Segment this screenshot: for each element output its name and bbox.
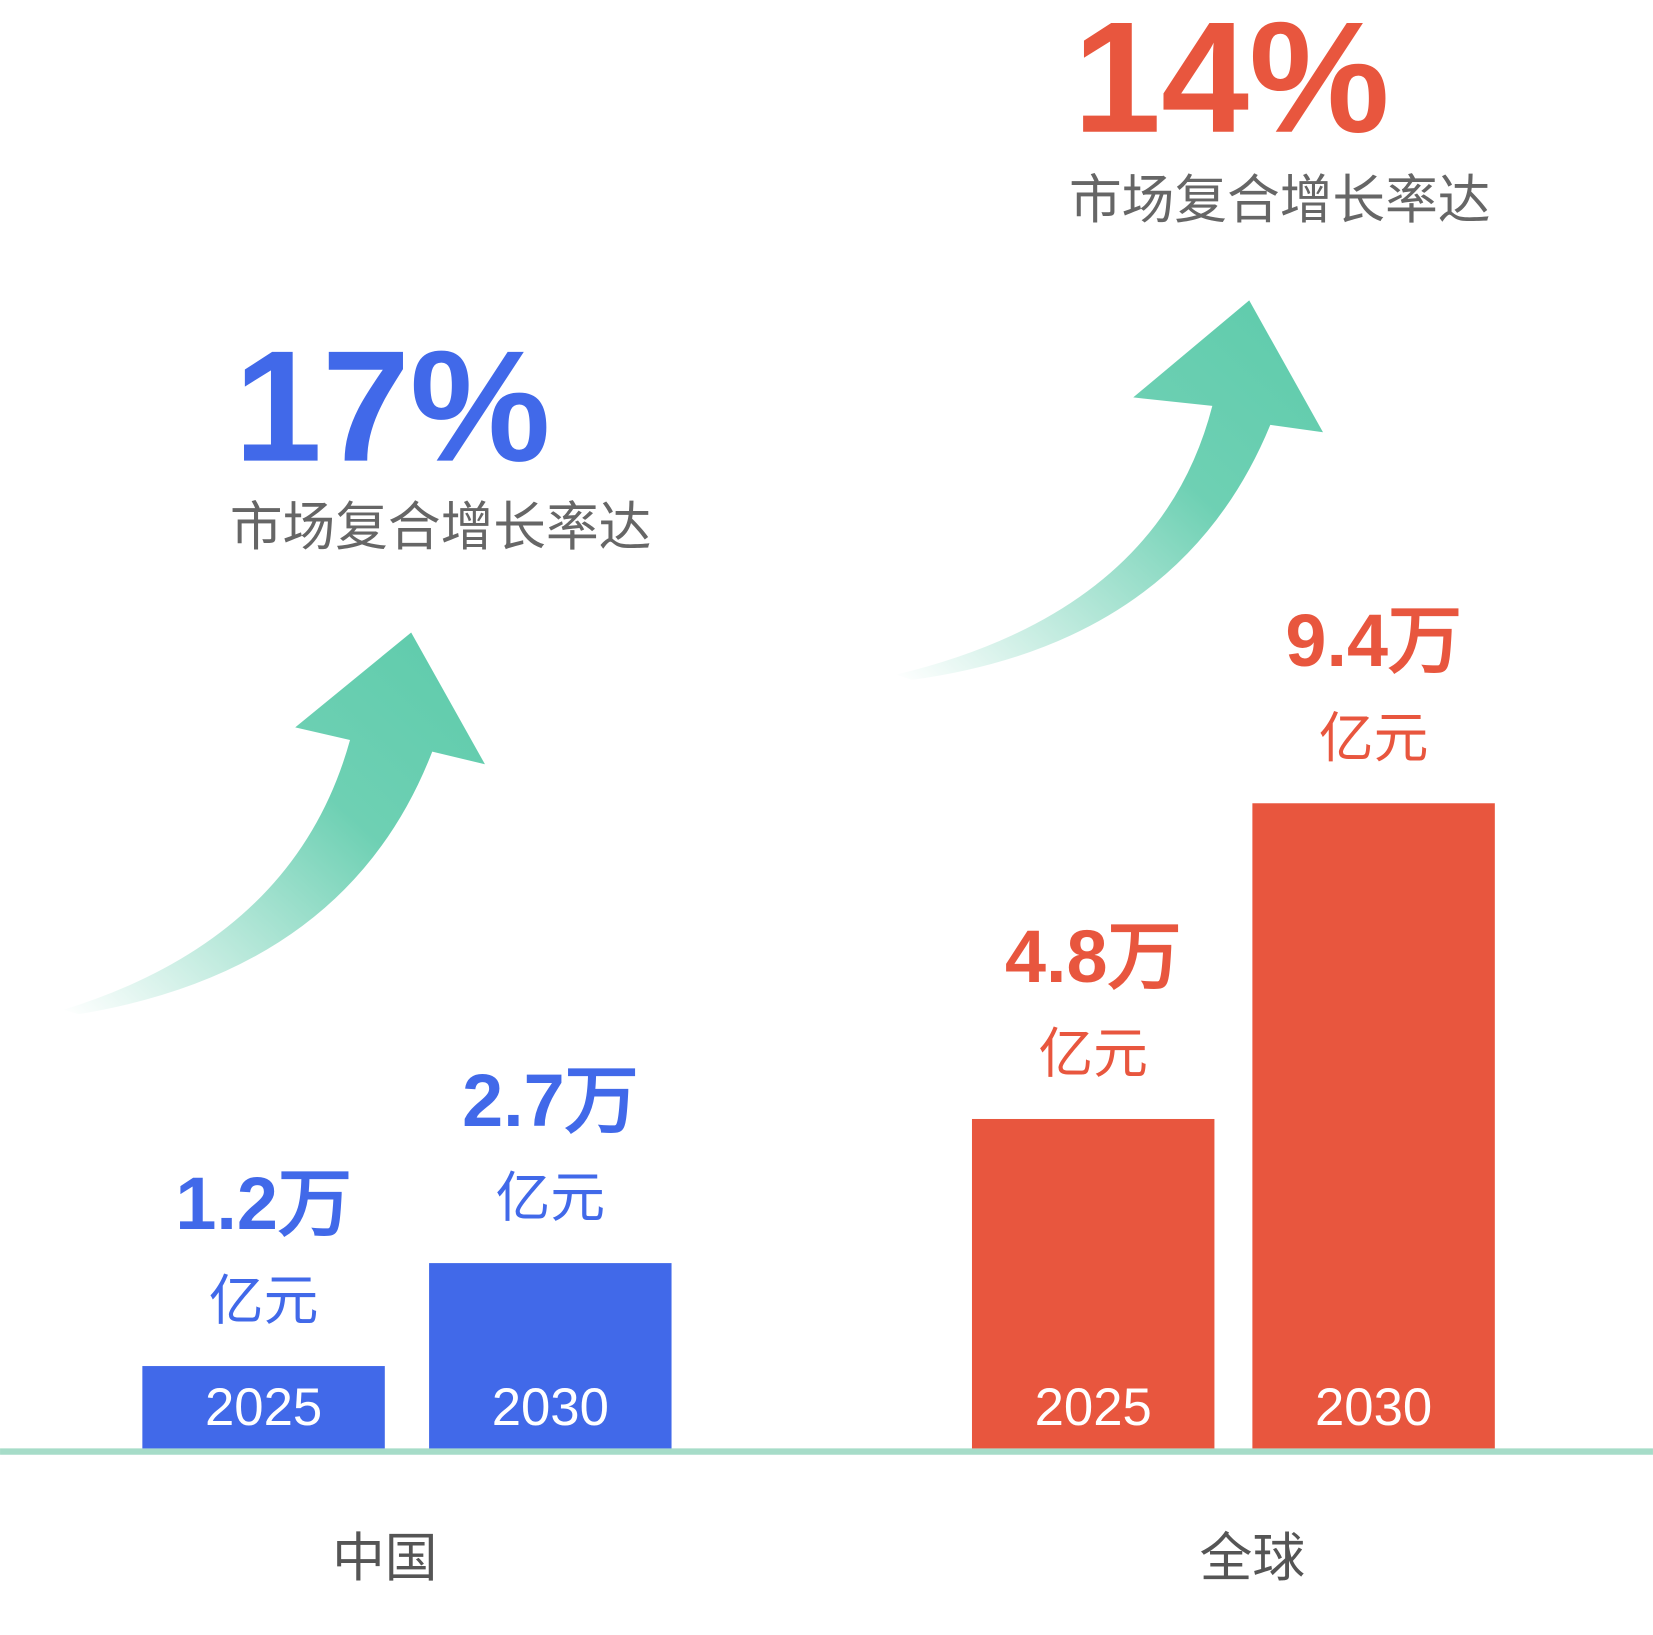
growth-arrow — [896, 300, 1324, 680]
growth-caption: 市场复合增长率达 — [1069, 171, 1491, 230]
value-label: 2.7万 — [462, 1059, 638, 1142]
value-label: 9.4万 — [1285, 599, 1461, 682]
group-label: 全球 — [1200, 1529, 1305, 1588]
x-tick-label: 2025 — [205, 1378, 322, 1437]
group-label: 中国 — [332, 1529, 437, 1588]
growth-caption: 市场复合增长率达 — [230, 498, 652, 557]
x-tick-label: 2030 — [492, 1378, 609, 1437]
bar — [1252, 803, 1495, 1449]
x-tick-label: 2030 — [1315, 1378, 1432, 1437]
value-unit: 亿元 — [1319, 707, 1429, 769]
bar — [971, 1118, 1215, 1449]
x-tick-label: 2025 — [1035, 1378, 1152, 1437]
growth-rate: 14% — [1073, 0, 1389, 166]
value-label: 4.8万 — [1005, 915, 1181, 998]
value-unit: 亿元 — [209, 1270, 319, 1332]
growth-rate: 17% — [234, 318, 550, 495]
value-unit: 亿元 — [496, 1167, 606, 1229]
bar — [142, 1366, 385, 1449]
value-label: 1.2万 — [175, 1162, 351, 1245]
value-unit: 亿元 — [1038, 1023, 1148, 1085]
growth-arrow — [63, 632, 485, 1015]
bar — [429, 1263, 672, 1449]
